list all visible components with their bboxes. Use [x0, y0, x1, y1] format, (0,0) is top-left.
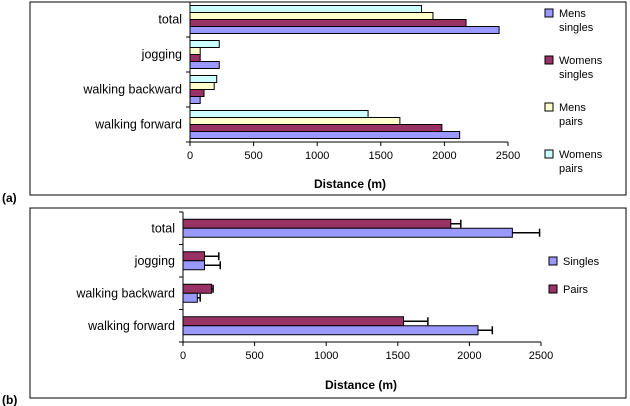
legend-swatch-mens-pairs: [544, 102, 554, 112]
bar-walking-backward-womens-singles: [189, 89, 205, 97]
legend-swatch-singles: [548, 256, 558, 266]
category-label-jogging: jogging: [141, 48, 182, 62]
chart-panel-b: (b) Distance (m) total jogging walking bac…: [2, 207, 627, 406]
legend-label-mens-singles-line-1: Mens: [559, 8, 586, 20]
x-tick-label-2000: 2000: [457, 350, 481, 362]
legend-label-womens-pairs-line-2: pairs: [559, 163, 583, 175]
panel-b-axes: total jogging walking backward walking forw…: [75, 211, 553, 362]
bar-walking-forward-womens-pairs: [189, 110, 369, 118]
chart-panel-a: (a) Distance (m) total jogging walking bac…: [2, 1, 627, 205]
x-tick-label-1000: 1000: [314, 350, 338, 362]
legend-swatch-pairs: [548, 284, 558, 294]
legend-swatch-mens-singles: [544, 8, 554, 18]
panel-b-label: (b): [2, 393, 17, 406]
panel-a-frame: [29, 1, 627, 196]
bar-walking-forward-pairs: [182, 316, 405, 327]
legend-label-singles: Singles: [563, 256, 600, 268]
x-tick-label-1500: 1500: [369, 150, 393, 162]
x-tick-label-2000: 2000: [432, 150, 456, 162]
panel-b-legend: Singles Pairs: [548, 256, 600, 296]
category-label-walking-forward: walking forward: [94, 118, 182, 132]
bar-jogging-womens-pairs: [189, 40, 220, 48]
category-label-walking-backward: walking backward: [75, 286, 175, 300]
x-tick-label-0: 0: [187, 150, 193, 162]
bar-jogging-singles: [182, 260, 205, 271]
bar-total-singles: [182, 227, 513, 238]
bar-total-womens-pairs: [189, 5, 423, 13]
category-label-total: total: [151, 221, 175, 235]
bar-walking-forward-singles: [182, 325, 479, 336]
bar-total-womens-singles: [189, 19, 467, 27]
bar-jogging-mens-pairs: [189, 47, 201, 55]
bar-total-mens-singles: [189, 26, 500, 34]
category-label-walking-forward: walking forward: [87, 319, 175, 333]
x-tick-label-500: 500: [245, 350, 263, 362]
category-label-walking-backward: walking backward: [82, 83, 182, 97]
legend-swatch-womens-pairs: [544, 149, 554, 159]
bar-walking-forward-mens-singles: [189, 131, 461, 139]
legend-label-womens-singles-line-2: singles: [559, 69, 594, 81]
panel-a-legend: Mens singles Womens singles Mens pairs Womens p…: [544, 8, 603, 175]
category-label-jogging: jogging: [134, 254, 175, 268]
bar-walking-backward-singles: [182, 292, 198, 303]
bar-walking-backward-womens-pairs: [189, 75, 218, 83]
category-label-total: total: [158, 13, 182, 27]
panel-b-frame: [29, 207, 627, 399]
bar-total-pairs: [182, 218, 452, 229]
legend-label-mens-pairs-line-2: pairs: [559, 116, 583, 128]
legend-label-mens-pairs-line-1: Mens: [559, 102, 586, 114]
x-tick-label-0: 0: [180, 350, 186, 362]
bar-total-mens-pairs: [189, 12, 434, 20]
x-tick-label-2500: 2500: [529, 350, 553, 362]
bar-jogging-mens-singles: [189, 61, 220, 69]
bar-walking-backward-mens-pairs: [189, 82, 215, 90]
panel-a-bars: [189, 5, 500, 139]
x-tick-label-500: 500: [244, 150, 262, 162]
panel-a-x-axis-label: Distance (m): [314, 177, 386, 191]
legend-label-mens-singles-line-2: singles: [559, 22, 594, 34]
bar-walking-backward-mens-singles: [189, 96, 201, 104]
panel-b-x-axis-label: Distance (m): [325, 378, 397, 392]
bar-walking-backward-pairs: [182, 283, 213, 294]
bar-jogging-pairs: [182, 251, 205, 262]
legend-label-pairs: Pairs: [563, 284, 589, 296]
x-tick-label-2500: 2500: [496, 150, 520, 162]
x-tick-label-1000: 1000: [305, 150, 329, 162]
legend-swatch-womens-singles: [544, 55, 554, 65]
bar-jogging-womens-singles: [189, 54, 201, 62]
panel-a-label: (a): [2, 191, 17, 205]
x-tick-label-1500: 1500: [386, 350, 410, 362]
bar-walking-forward-womens-singles: [189, 124, 443, 132]
legend-label-womens-pairs-line-1: Womens: [559, 149, 603, 161]
panel-a-axes: total jogging walking backward walking forw…: [82, 1, 520, 162]
bar-walking-forward-mens-pairs: [189, 117, 401, 125]
legend-label-womens-singles-line-1: Womens: [559, 55, 603, 67]
